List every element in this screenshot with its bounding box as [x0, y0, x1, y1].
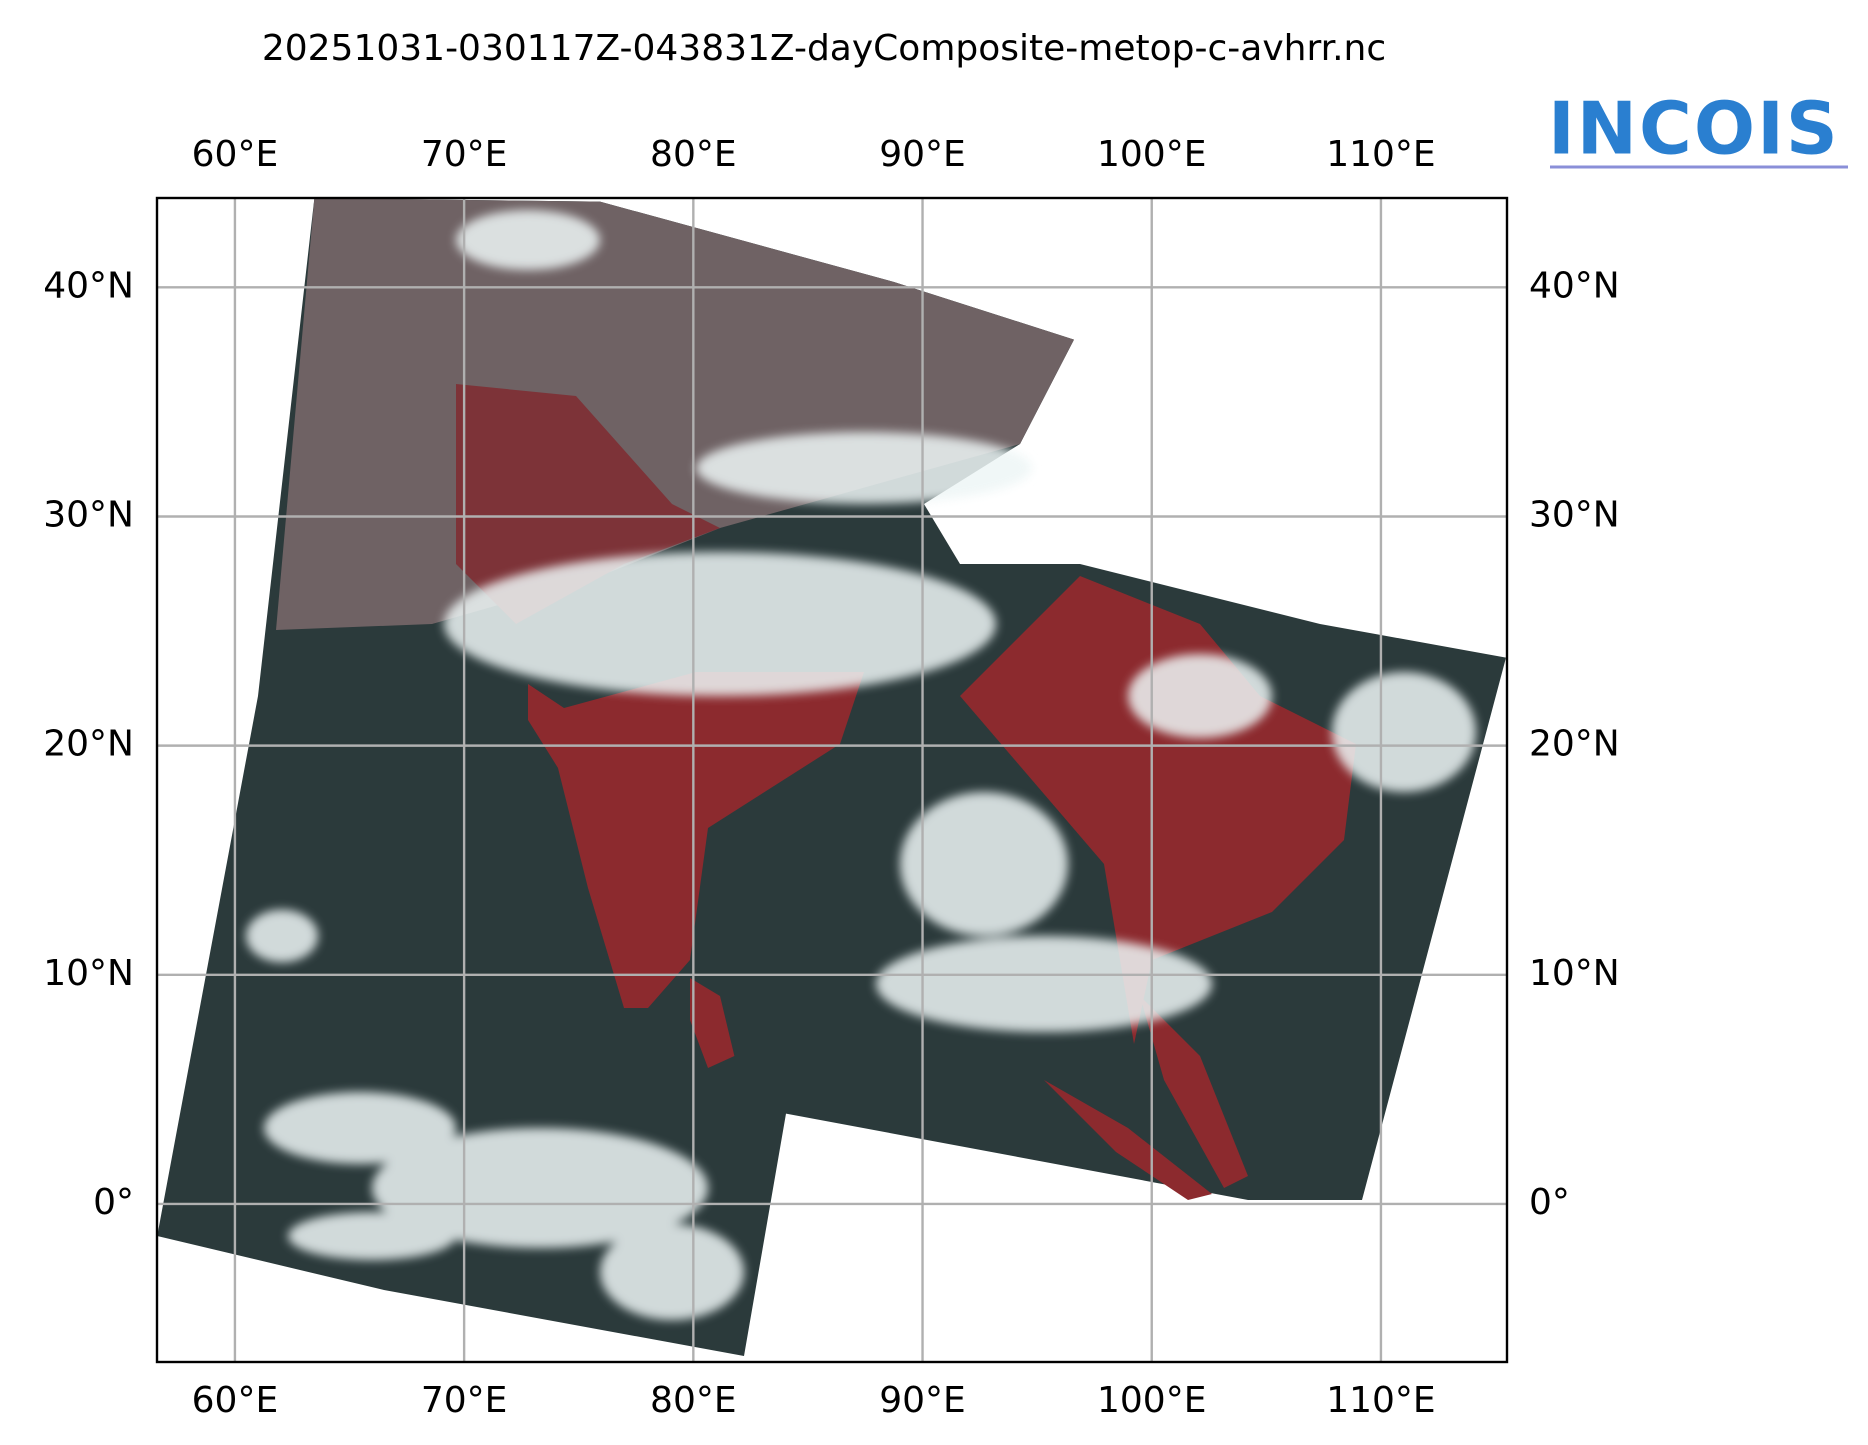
y-tick-label-right: 20°N	[1529, 724, 1620, 765]
land-srilanka	[690, 978, 735, 1068]
y-tick-label-right: 10°N	[1529, 953, 1620, 994]
clouds	[246, 210, 1476, 1320]
x-tick-label-top: 60°E	[192, 134, 279, 175]
x-tick-label-bottom: 90°E	[879, 1380, 966, 1421]
satellite-imagery	[157, 198, 1507, 1357]
x-tick-label-bottom: 60°E	[192, 1380, 279, 1421]
land-malaya	[1140, 996, 1248, 1188]
y-tick-label-left: 20°N	[43, 724, 134, 765]
map-frame	[155, 196, 1509, 1364]
logo: INCOIS	[1548, 87, 1840, 171]
x-tick-label-top: 80°E	[650, 134, 737, 175]
map-title: 20251031-030117Z-043831Z-dayComposite-me…	[262, 28, 1386, 69]
land-sumatra	[1044, 1080, 1212, 1200]
graticule: 60°E 60°E 70°E 70°E 80°E 80°E 90°E 90°E 100°E 100…	[43, 134, 1620, 1421]
x-tick-label-bottom: 100°E	[1097, 1380, 1206, 1421]
land-india	[528, 672, 865, 1009]
y-tick-label-left: 0°	[93, 1182, 134, 1223]
x-tick-label-bottom: 80°E	[650, 1380, 737, 1421]
y-tick-label-right: 40°N	[1529, 265, 1620, 306]
y-tick-label-right: 30°N	[1529, 494, 1620, 535]
x-tick-label-top: 90°E	[879, 134, 966, 175]
x-tick-label-top: 110°E	[1326, 134, 1435, 175]
y-tick-label-right: 0°	[1529, 1182, 1570, 1223]
y-tick-label-left: 40°N	[43, 265, 134, 306]
x-tick-label-bottom: 70°E	[421, 1380, 508, 1421]
x-tick-label-top: 70°E	[421, 134, 508, 175]
land-red	[456, 384, 720, 624]
y-tick-label-left: 30°N	[43, 494, 134, 535]
x-tick-label-bottom: 110°E	[1326, 1380, 1435, 1421]
y-tick-label-left: 10°N	[43, 953, 134, 994]
x-tick-label-top: 100°E	[1097, 134, 1206, 175]
